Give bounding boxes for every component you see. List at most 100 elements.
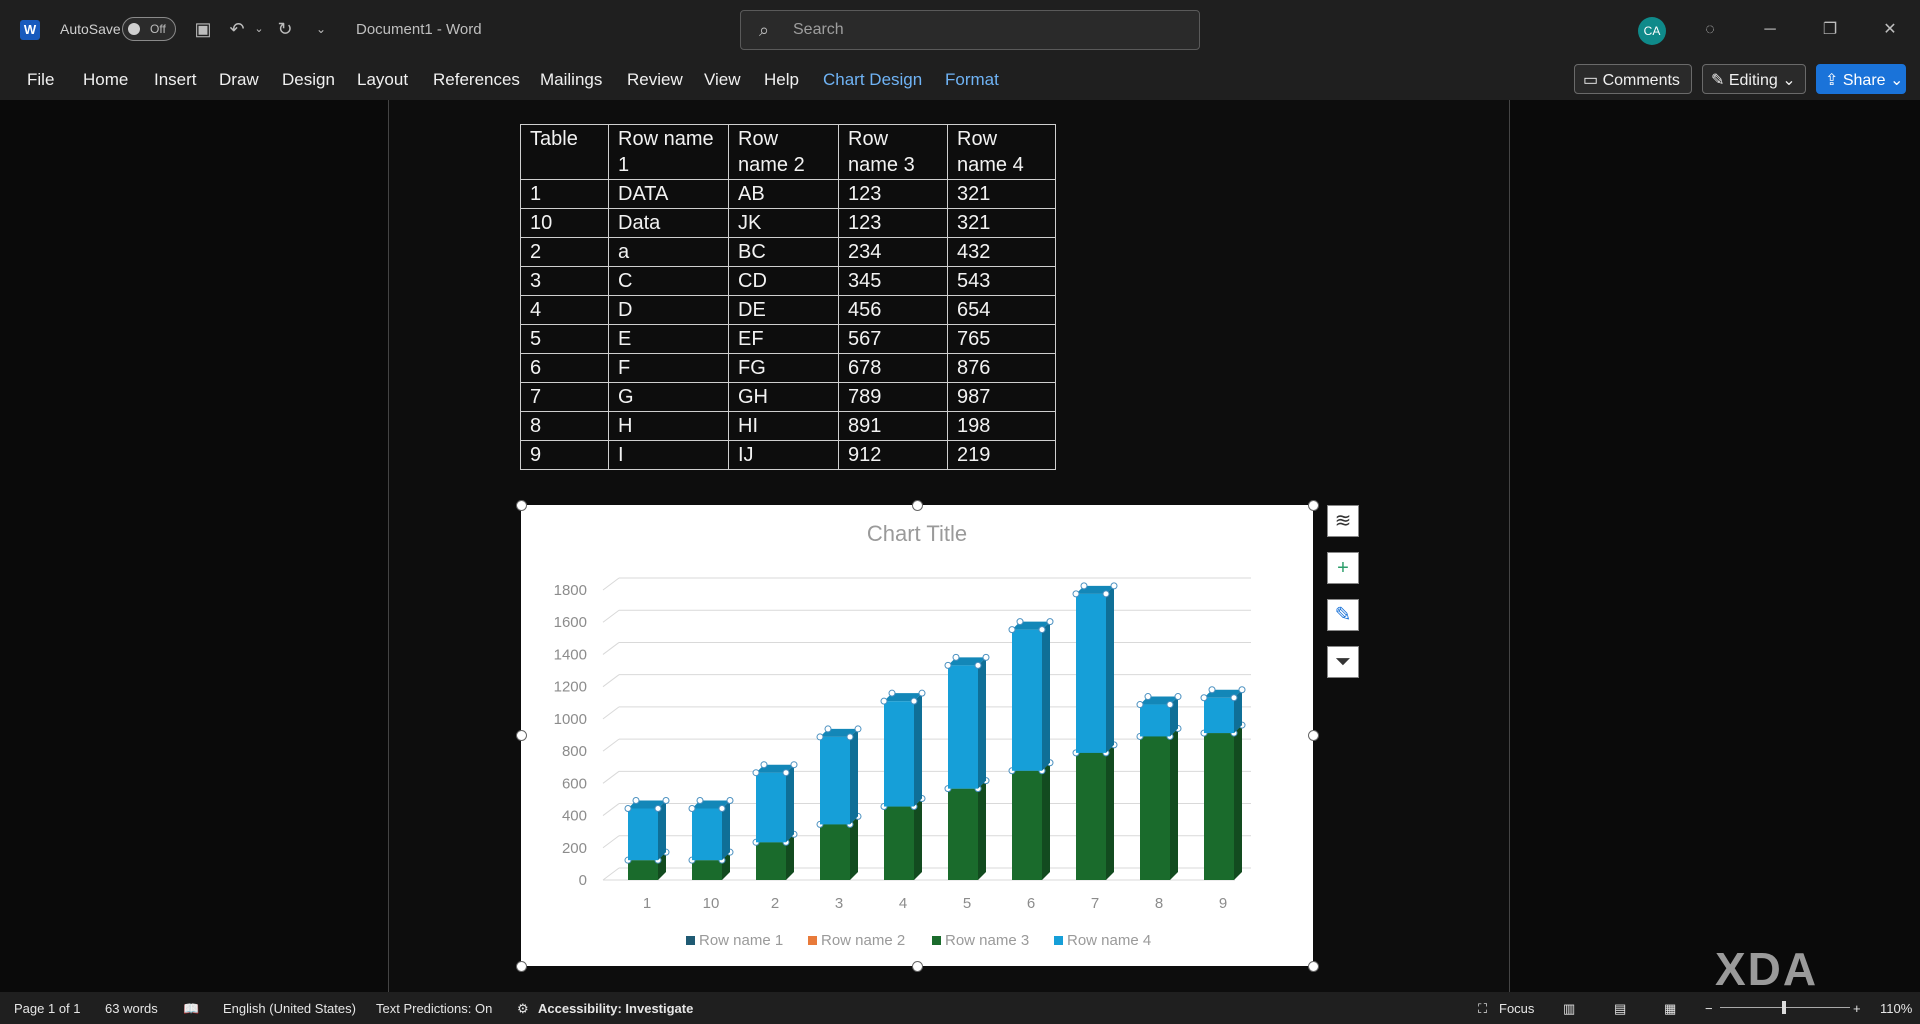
table-cell[interactable]: 789 bbox=[838, 382, 948, 412]
table-cell[interactable]: DATA bbox=[608, 179, 729, 209]
editing-button[interactable]: ✎ Editing ⌄ bbox=[1702, 64, 1806, 94]
layout-options-icon[interactable]: ≋ bbox=[1327, 505, 1359, 537]
table-cell[interactable]: Row name 3 bbox=[838, 124, 948, 180]
table-cell[interactable]: Row name 4 bbox=[947, 124, 1056, 180]
table-cell[interactable]: HI bbox=[728, 411, 839, 441]
table-cell[interactable]: Table bbox=[520, 124, 609, 180]
read-mode-icon[interactable]: ▥ bbox=[1563, 1001, 1576, 1016]
close-icon[interactable]: ✕ bbox=[1883, 21, 1897, 38]
table-cell[interactable]: 4 bbox=[520, 295, 609, 325]
resize-handle-left[interactable] bbox=[516, 730, 527, 741]
table-cell[interactable]: 891 bbox=[838, 411, 948, 441]
table-cell[interactable]: 7 bbox=[520, 382, 609, 412]
table-cell[interactable]: 198 bbox=[947, 411, 1056, 441]
word-count[interactable]: 63 words bbox=[105, 1001, 158, 1016]
zoom-out-icon[interactable]: − bbox=[1705, 1001, 1713, 1016]
table-cell[interactable]: Row name 1 bbox=[608, 124, 729, 180]
table-cell[interactable]: 432 bbox=[947, 237, 1056, 267]
table-cell[interactable]: 123 bbox=[838, 179, 948, 209]
table-cell[interactable]: AB bbox=[728, 179, 839, 209]
table-cell[interactable]: 3 bbox=[520, 266, 609, 296]
tab-file[interactable]: File bbox=[27, 70, 55, 89]
zoom-level[interactable]: 110% bbox=[1880, 1001, 1913, 1016]
table-cell[interactable]: IJ bbox=[728, 440, 839, 470]
table-cell[interactable]: I bbox=[608, 440, 729, 470]
focus-label[interactable]: Focus bbox=[1499, 1001, 1535, 1016]
table-cell[interactable]: 765 bbox=[947, 324, 1056, 354]
table-cell[interactable]: 10 bbox=[520, 208, 609, 238]
table-cell[interactable]: DE bbox=[728, 295, 839, 325]
share-button[interactable]: ⇪ Share ⌄ bbox=[1816, 64, 1906, 94]
language[interactable]: English (United States) bbox=[223, 1001, 356, 1016]
lightbulb-icon[interactable]: ◌ bbox=[1705, 21, 1715, 38]
avatar[interactable]: CA bbox=[1638, 17, 1666, 45]
table-cell[interactable]: FG bbox=[728, 353, 839, 383]
resize-handle-top-left[interactable] bbox=[516, 500, 527, 511]
undo-icon[interactable]: ↶ bbox=[229, 19, 245, 39]
table-cell[interactable]: 219 bbox=[947, 440, 1056, 470]
table-cell[interactable]: 567 bbox=[838, 324, 948, 354]
table-cell[interactable]: 123 bbox=[838, 208, 948, 238]
table-cell[interactable]: 876 bbox=[947, 353, 1056, 383]
tab-insert[interactable]: Insert bbox=[154, 70, 197, 89]
search-box[interactable]: ⌕ Search bbox=[740, 10, 1200, 50]
print-layout-icon[interactable]: ▤ bbox=[1614, 1001, 1627, 1016]
focus-icon[interactable]: ⛶ bbox=[1478, 1001, 1488, 1016]
customize-quick-access-icon[interactable]: ⌄ bbox=[315, 22, 327, 36]
data-table[interactable]: Table Row name 1 Row name 2 Row name 3 Row n… bbox=[520, 124, 1056, 470]
table-cell[interactable]: Data bbox=[608, 208, 729, 238]
minimize-icon[interactable]: ─ bbox=[1764, 21, 1776, 38]
table-cell[interactable]: E bbox=[608, 324, 729, 354]
text-predictions[interactable]: Text Predictions: On bbox=[376, 1001, 493, 1016]
table-cell[interactable]: H bbox=[608, 411, 729, 441]
table-cell[interactable]: 543 bbox=[947, 266, 1056, 296]
restore-icon[interactable]: ❐ bbox=[1822, 21, 1838, 38]
table-cell[interactable]: JK bbox=[728, 208, 839, 238]
table-cell[interactable]: 1 bbox=[520, 179, 609, 209]
table-cell[interactable]: CD bbox=[728, 266, 839, 296]
table-cell[interactable]: 5 bbox=[520, 324, 609, 354]
table-cell[interactable]: 2 bbox=[520, 237, 609, 267]
table-cell[interactable]: 9 bbox=[520, 440, 609, 470]
tab-chart-design[interactable]: Chart Design bbox=[823, 70, 923, 89]
web-layout-icon[interactable]: ▦ bbox=[1664, 1001, 1677, 1016]
table-cell[interactable]: F bbox=[608, 353, 729, 383]
resize-handle-bottom[interactable] bbox=[912, 961, 923, 972]
table-cell[interactable]: 654 bbox=[947, 295, 1056, 325]
redo-icon[interactable]: ↻ bbox=[277, 19, 293, 39]
resize-handle-top[interactable] bbox=[912, 500, 923, 511]
tab-help[interactable]: Help bbox=[764, 70, 799, 89]
table-cell[interactable]: C bbox=[608, 266, 729, 296]
table-cell[interactable]: 234 bbox=[838, 237, 948, 267]
table-cell[interactable]: G bbox=[608, 382, 729, 412]
tab-home[interactable]: Home bbox=[83, 70, 129, 89]
accessibility-status[interactable]: Accessibility: Investigate bbox=[538, 1001, 694, 1016]
undo-dropdown-icon[interactable]: ⌄ bbox=[254, 23, 264, 35]
tab-design[interactable]: Design bbox=[282, 70, 335, 89]
zoom-slider-thumb[interactable] bbox=[1782, 1001, 1786, 1014]
chart-filters-funnel-icon[interactable]: ⏷ bbox=[1327, 646, 1359, 678]
table-cell[interactable]: 678 bbox=[838, 353, 948, 383]
table-cell[interactable]: 345 bbox=[838, 266, 948, 296]
zoom-in-icon[interactable]: + bbox=[1853, 1001, 1861, 1016]
proofing-icon[interactable]: 📖 bbox=[183, 1001, 200, 1016]
resize-handle-top-right[interactable] bbox=[1308, 500, 1319, 511]
document-page[interactable]: Table Row name 1 Row name 2 Row name 3 Row n… bbox=[388, 100, 1510, 992]
table-cell[interactable]: GH bbox=[728, 382, 839, 412]
chart-styles-brush-icon[interactable]: ✎ bbox=[1327, 599, 1359, 631]
table-cell[interactable]: 321 bbox=[947, 179, 1056, 209]
tab-view[interactable]: View bbox=[704, 70, 741, 89]
tab-mailings[interactable]: Mailings bbox=[540, 70, 603, 89]
autosave-toggle[interactable]: Off bbox=[122, 17, 176, 41]
save-icon[interactable]: ▣ bbox=[194, 19, 212, 39]
table-cell[interactable]: 6 bbox=[520, 353, 609, 383]
table-cell[interactable]: D bbox=[608, 295, 729, 325]
resize-handle-bottom-left[interactable] bbox=[516, 961, 527, 972]
chart-elements-plus-icon[interactable]: + bbox=[1327, 552, 1359, 584]
table-cell[interactable]: 456 bbox=[838, 295, 948, 325]
chart-object[interactable]: Chart Title 0 200 400 600 800 1000 1200 1400 1600… bbox=[521, 505, 1313, 966]
table-cell[interactable]: 987 bbox=[947, 382, 1056, 412]
table-cell[interactable]: BC bbox=[728, 237, 839, 267]
table-cell[interactable]: 321 bbox=[947, 208, 1056, 238]
table-cell[interactable]: EF bbox=[728, 324, 839, 354]
